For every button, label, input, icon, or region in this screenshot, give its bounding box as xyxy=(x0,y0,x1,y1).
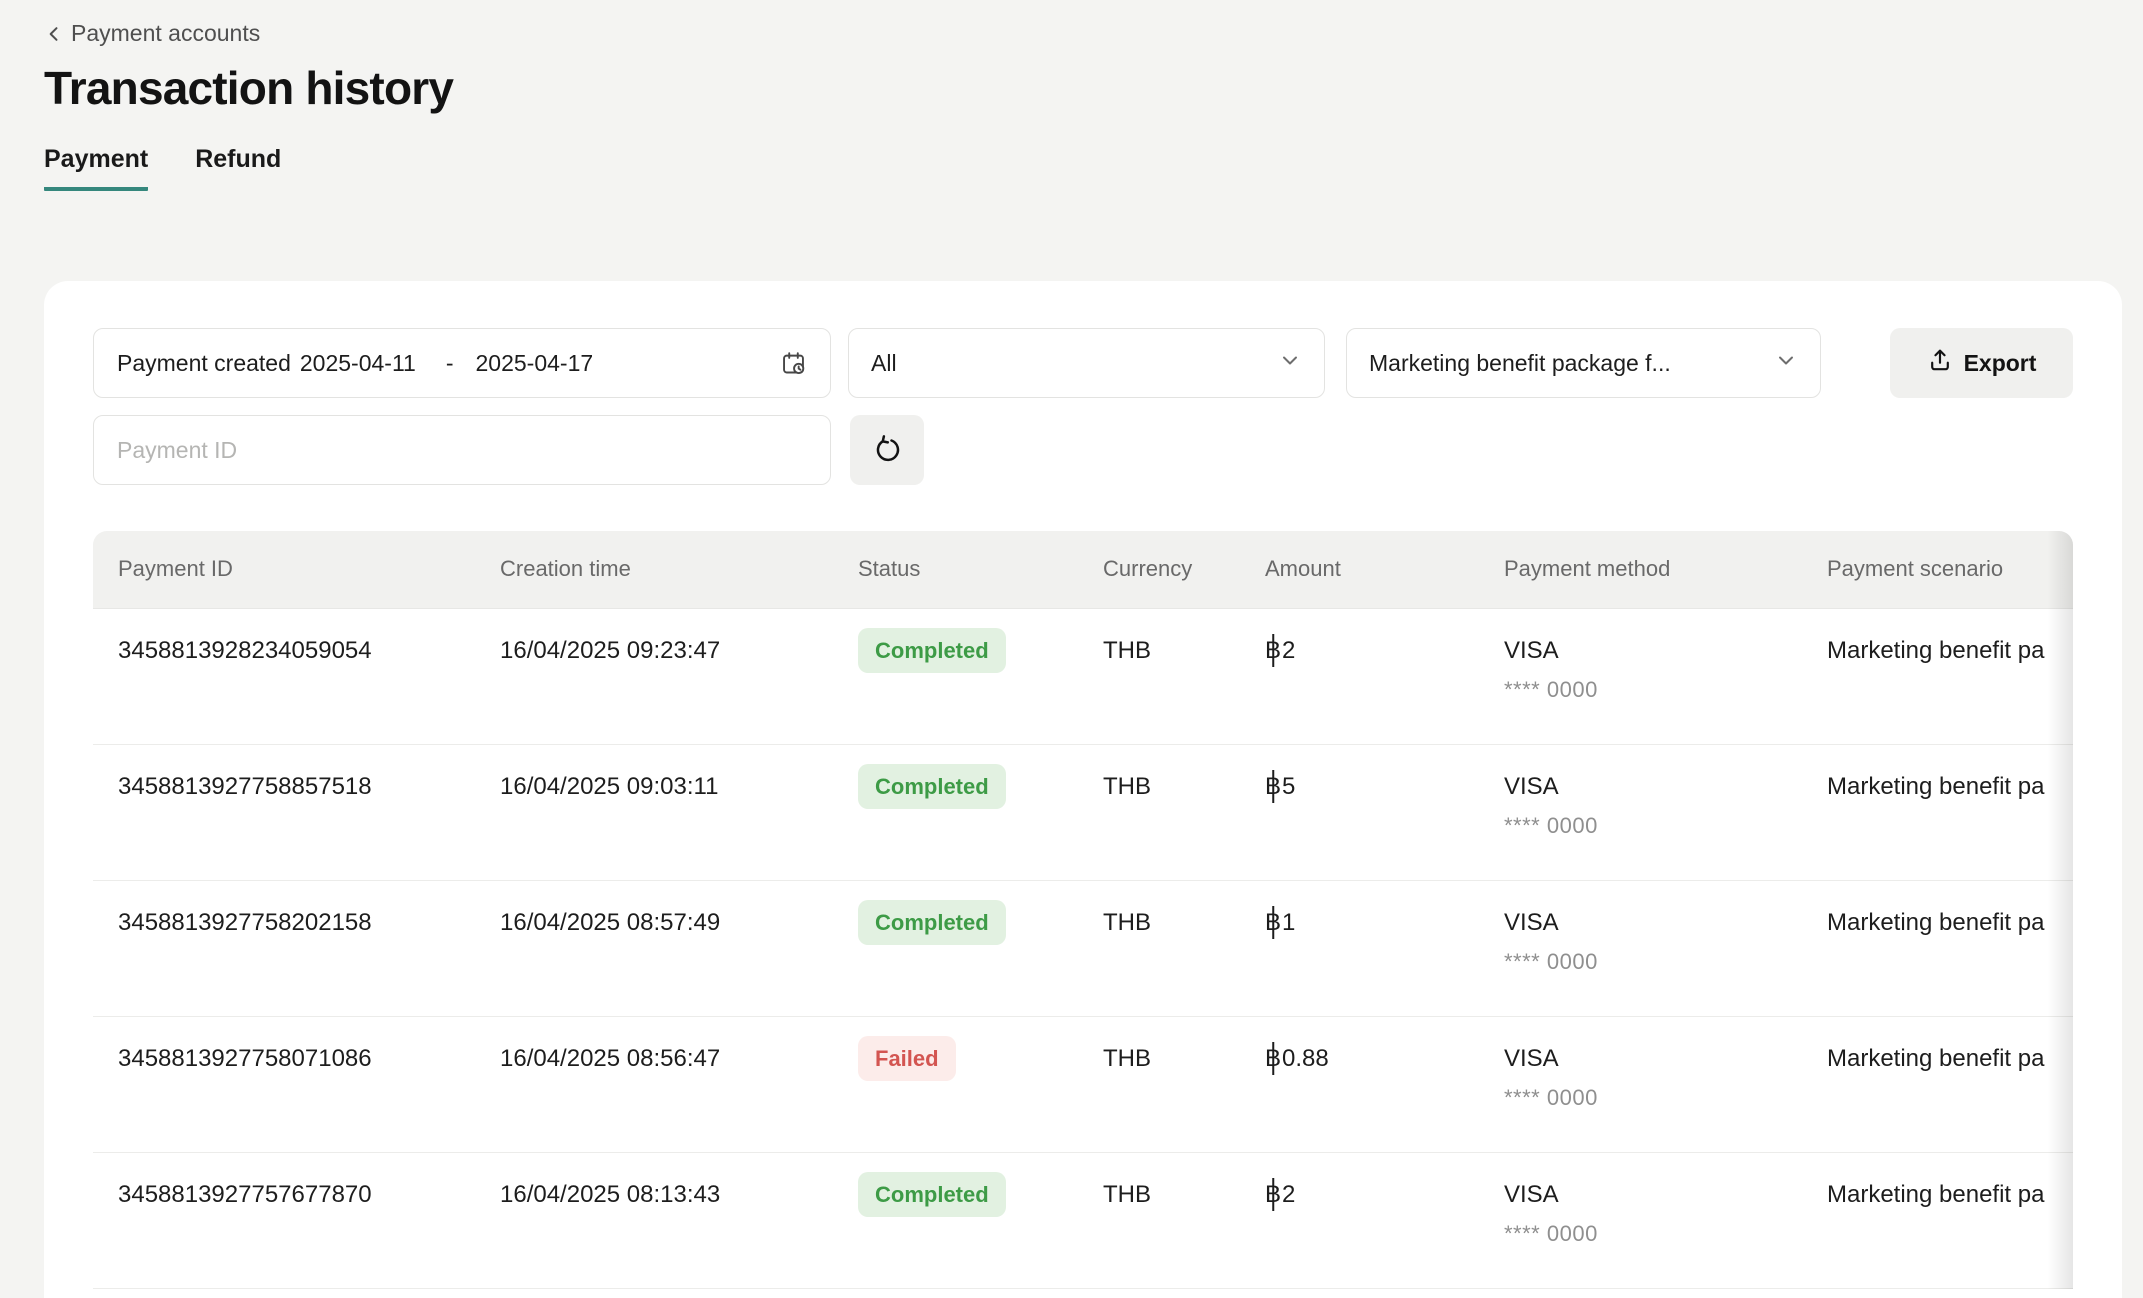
payment-method-detail: **** 0000 xyxy=(1504,676,1598,702)
cell-payment-scenario: Marketing benefit pa xyxy=(1802,880,2073,1017)
table-row: 3458813927758202158 16/04/2025 08:57:49 Co… xyxy=(93,880,2073,1017)
cell-creation-time: 16/04/2025 09:03:11 xyxy=(475,744,833,881)
upload-icon xyxy=(1927,347,1953,379)
col-header-amount: Amount xyxy=(1240,531,1479,609)
table-row: 3458813927758071086 16/04/2025 08:56:47 Fa… xyxy=(93,1016,2073,1153)
baht-currency-symbol: B xyxy=(1265,636,1282,664)
transactions-table: Payment ID Creation time Status Currency… xyxy=(93,531,2073,1289)
cell-payment-method: VISA **** 0000 xyxy=(1479,1016,1802,1153)
date-range-label: Payment created xyxy=(117,349,291,376)
cell-payment-id: 3458813927758071086 xyxy=(93,1016,475,1153)
chevron-left-icon xyxy=(44,24,64,44)
col-header-status: Status xyxy=(833,531,1078,609)
payment-method-name: VISA xyxy=(1504,636,1559,664)
tab-payment[interactable]: Payment xyxy=(44,145,149,191)
scenario-filter-select[interactable]: Marketing benefit package f... xyxy=(1346,328,1821,398)
page-title: Transaction history xyxy=(44,62,454,114)
status-badge: Failed xyxy=(858,1035,956,1081)
col-header-creation-time: Creation time xyxy=(475,531,833,609)
top-bar: Payment accounts Transaction history Pay… xyxy=(0,0,2143,191)
cell-creation-time: 16/04/2025 08:13:43 xyxy=(475,1152,833,1289)
cell-amount: B2 xyxy=(1240,1152,1479,1289)
cell-status: Completed xyxy=(833,880,1078,1017)
content-card: Payment created 2025-04-11 - 2025-04-17 … xyxy=(44,281,2122,1298)
cell-creation-time: 16/04/2025 08:57:49 xyxy=(475,880,833,1017)
payment-method-name: VISA xyxy=(1504,1180,1559,1208)
col-header-currency: Currency xyxy=(1078,531,1240,609)
date-range-separator: - xyxy=(445,349,454,376)
refresh-button[interactable] xyxy=(850,415,924,485)
cell-currency: THB xyxy=(1078,608,1240,745)
cell-creation-time: 16/04/2025 09:23:47 xyxy=(475,608,833,745)
cell-payment-id: 3458813927758202158 xyxy=(93,880,475,1017)
payment-method-name: VISA xyxy=(1504,908,1559,936)
table-row: 3458813928234059054 16/04/2025 09:23:47 Co… xyxy=(93,608,2073,745)
cell-payment-method: VISA **** 0000 xyxy=(1479,608,1802,745)
baht-currency-symbol: B xyxy=(1265,908,1282,936)
baht-currency-symbol: B xyxy=(1265,1180,1282,1208)
cell-creation-time: 16/04/2025 08:56:47 xyxy=(475,1016,833,1153)
cell-payment-scenario: Marketing benefit pa xyxy=(1802,1016,2073,1153)
payment-method-name: VISA xyxy=(1504,1044,1559,1072)
baht-currency-symbol: B xyxy=(1265,1044,1282,1072)
table-row: 3458813927757677870 16/04/2025 08:13:43 Co… xyxy=(93,1152,2073,1289)
cell-currency: THB xyxy=(1078,880,1240,1017)
payment-id-input[interactable] xyxy=(93,415,831,485)
status-badge: Completed xyxy=(858,899,1006,945)
col-header-payment-id: Payment ID xyxy=(93,531,475,609)
cell-status: Completed xyxy=(833,608,1078,745)
calendar-clock-icon xyxy=(780,350,807,377)
filter-row-bottom xyxy=(93,415,2073,485)
refresh-icon xyxy=(872,434,902,467)
cell-payment-scenario: Marketing benefit pa xyxy=(1802,744,2073,881)
cell-payment-method: VISA **** 0000 xyxy=(1479,880,1802,1017)
breadcrumb-label: Payment accounts xyxy=(71,20,261,46)
status-filter-value: All xyxy=(871,349,897,376)
chevron-down-icon xyxy=(1264,348,1302,378)
cell-payment-scenario: Marketing benefit pa xyxy=(1802,608,2073,745)
filter-row-top: Payment created 2025-04-11 - 2025-04-17 … xyxy=(93,328,2073,398)
breadcrumb[interactable]: Payment accounts xyxy=(44,20,260,47)
payment-method-detail: **** 0000 xyxy=(1504,1084,1598,1110)
col-header-payment-scenario: Payment scenario xyxy=(1802,531,2073,609)
cell-payment-id: 3458813927757677870 xyxy=(93,1152,475,1289)
tab-bar: Payment Refund xyxy=(44,145,2099,191)
payment-method-name: VISA xyxy=(1504,772,1559,800)
payment-method-detail: **** 0000 xyxy=(1504,1220,1598,1246)
tab-refund[interactable]: Refund xyxy=(195,145,282,173)
date-range-end: 2025-04-17 xyxy=(475,349,594,376)
status-badge: Completed xyxy=(858,1171,1006,1217)
date-range-filter[interactable]: Payment created 2025-04-11 - 2025-04-17 xyxy=(93,328,831,398)
cell-currency: THB xyxy=(1078,1152,1240,1289)
export-button-label: Export xyxy=(1963,349,2037,376)
cell-status: Completed xyxy=(833,1152,1078,1289)
chevron-down-icon xyxy=(1760,348,1798,378)
cell-payment-method: VISA **** 0000 xyxy=(1479,744,1802,881)
status-badge: Completed xyxy=(858,763,1006,809)
cell-amount: B5 xyxy=(1240,744,1479,881)
cell-amount: B2 xyxy=(1240,608,1479,745)
cell-payment-id: 3458813927758857518 xyxy=(93,744,475,881)
cell-payment-scenario: Marketing benefit pa xyxy=(1802,1152,2073,1289)
scenario-filter-value: Marketing benefit package f... xyxy=(1369,349,1671,376)
cell-amount: B1 xyxy=(1240,880,1479,1017)
table-body: 3458813928234059054 16/04/2025 09:23:47 Co… xyxy=(93,608,2073,1289)
status-filter-select[interactable]: All xyxy=(848,328,1325,398)
cell-payment-method: VISA **** 0000 xyxy=(1479,1152,1802,1289)
col-header-payment-method: Payment method xyxy=(1479,531,1802,609)
baht-currency-symbol: B xyxy=(1265,772,1282,800)
cell-currency: THB xyxy=(1078,744,1240,881)
status-badge: Completed xyxy=(858,627,1006,673)
date-range-start: 2025-04-11 xyxy=(299,349,416,376)
cell-status: Failed xyxy=(833,1016,1078,1153)
payment-method-detail: **** 0000 xyxy=(1504,948,1598,974)
payment-method-detail: **** 0000 xyxy=(1504,812,1598,838)
export-button[interactable]: Export xyxy=(1890,328,2073,398)
cell-amount: B0.88 xyxy=(1240,1016,1479,1153)
cell-currency: THB xyxy=(1078,1016,1240,1153)
cell-payment-id: 3458813928234059054 xyxy=(93,608,475,745)
cell-status: Completed xyxy=(833,744,1078,881)
table-row: 3458813927758857518 16/04/2025 09:03:11 Co… xyxy=(93,744,2073,881)
table-header: Payment ID Creation time Status Currency… xyxy=(93,531,2073,609)
